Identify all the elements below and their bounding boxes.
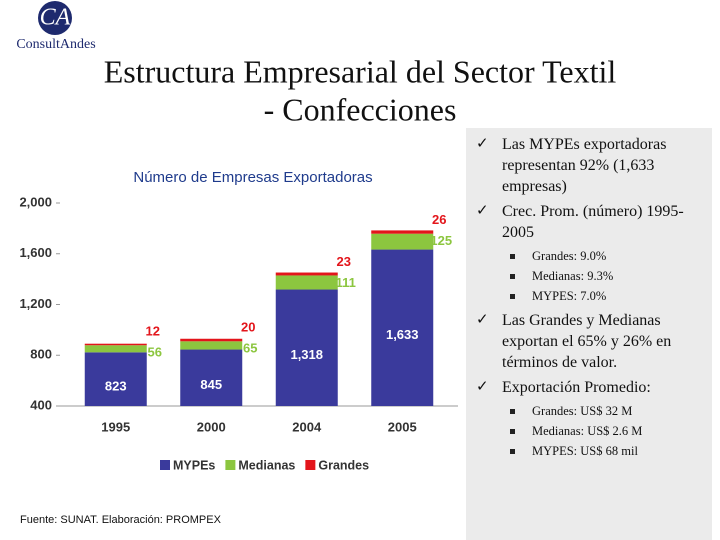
bar-segment bbox=[180, 338, 243, 342]
sub-text: Medianas: US$ 2.6 M bbox=[532, 424, 643, 438]
legend-swatch bbox=[160, 460, 170, 470]
bullet-text: Las MYPEs exportadoras representan 92% (… bbox=[502, 136, 667, 195]
bar-segment bbox=[371, 230, 434, 234]
value-label: 1,318 bbox=[290, 347, 323, 362]
sub-bullet: MYPES: US$ 68 mil bbox=[466, 441, 712, 461]
chart-title: Número de Empresas Exportadoras bbox=[133, 169, 372, 186]
sub-bullet: Grandes: 9.0% bbox=[466, 246, 712, 266]
sub-text: Grandes: 9.0% bbox=[532, 249, 607, 263]
sub-text: Grandes: US$ 32 M bbox=[532, 404, 633, 418]
value-label: 65 bbox=[243, 341, 257, 356]
title-line: - Confecciones bbox=[264, 91, 457, 127]
value-label: 20 bbox=[241, 320, 255, 335]
x-tick-label: 2004 bbox=[292, 419, 322, 434]
bar-segment bbox=[84, 352, 147, 406]
y-tick-label: 2,000 bbox=[19, 194, 52, 209]
source: Fuente: SUNAT. Elaboración: PROMPEX bbox=[20, 514, 222, 526]
bullet-text: Las Grandes y Medianas exportan el 65% y… bbox=[502, 312, 672, 371]
x-tick-label: 1995 bbox=[101, 419, 130, 434]
bullet-panel: ✓ Las MYPEs exportadoras representan 92% … bbox=[466, 128, 712, 540]
bar-segment bbox=[180, 349, 243, 406]
logo-circle bbox=[38, 1, 72, 35]
y-tick-label: 1,600 bbox=[19, 245, 52, 260]
title-line: Estructura Empresarial del Sector Textil bbox=[104, 53, 617, 89]
bullet: ✓ Exportación Promedio: bbox=[476, 379, 651, 396]
value-label: 125 bbox=[430, 233, 452, 248]
bar-segment bbox=[275, 275, 338, 290]
x-tick-label: 2005 bbox=[388, 419, 417, 434]
value-label: 56 bbox=[148, 345, 162, 360]
bar-segment bbox=[371, 233, 434, 250]
value-label: 823 bbox=[105, 379, 127, 394]
bullet-text: Exportación Promedio: bbox=[502, 379, 651, 396]
value-label: 1,633 bbox=[386, 327, 419, 342]
bar-segment bbox=[84, 345, 147, 353]
bar-segment bbox=[275, 272, 338, 276]
logo-mark: CA bbox=[40, 5, 71, 31]
sub-bullet: MYPES: 7.0% bbox=[466, 286, 712, 306]
value-label: 23 bbox=[337, 254, 351, 269]
bar-segment bbox=[371, 249, 434, 406]
value-label: 845 bbox=[200, 377, 222, 392]
y-tick-label: 1,200 bbox=[19, 296, 52, 311]
sub-text: MYPES: 7.0% bbox=[532, 289, 607, 303]
logo-text: ConsultAndes bbox=[16, 37, 95, 52]
bar-segment bbox=[84, 343, 147, 346]
legend-swatch bbox=[225, 460, 236, 470]
bar-segment bbox=[180, 341, 243, 350]
bar-segment bbox=[275, 289, 338, 406]
y-tick-label: 800 bbox=[30, 347, 52, 362]
sub-bullet: Medianas: 9.3% bbox=[466, 266, 712, 286]
bullet-text: Crec. Prom. (número) 1995-2005 bbox=[502, 203, 684, 241]
legend-label: Grandes bbox=[318, 458, 369, 472]
bullet: ✓ Crec. Prom. (número) 1995-2005 bbox=[476, 203, 684, 241]
x-tick-label: 2000 bbox=[197, 419, 226, 434]
bullet: ✓ Las Grandes y Medianas exportan el 65% … bbox=[476, 312, 672, 371]
y-tick-label: 400 bbox=[30, 397, 52, 412]
sub-bullet: Grandes: US$ 32 M bbox=[466, 401, 712, 421]
value-label: 12 bbox=[146, 324, 160, 339]
value-label: 111 bbox=[336, 275, 356, 290]
legend-swatch bbox=[305, 460, 316, 470]
sub-text: MYPES: US$ 68 mil bbox=[532, 444, 638, 458]
value-label: 26 bbox=[432, 212, 446, 227]
legend-label: MYPEs bbox=[173, 458, 215, 472]
bullet: ✓ Las MYPEs exportadoras representan 92% … bbox=[476, 136, 667, 195]
sub-bullet: Medianas: US$ 2.6 M bbox=[466, 421, 712, 441]
legend-label: Medianas bbox=[238, 458, 295, 472]
sub-text: Medianas: 9.3% bbox=[532, 269, 614, 283]
